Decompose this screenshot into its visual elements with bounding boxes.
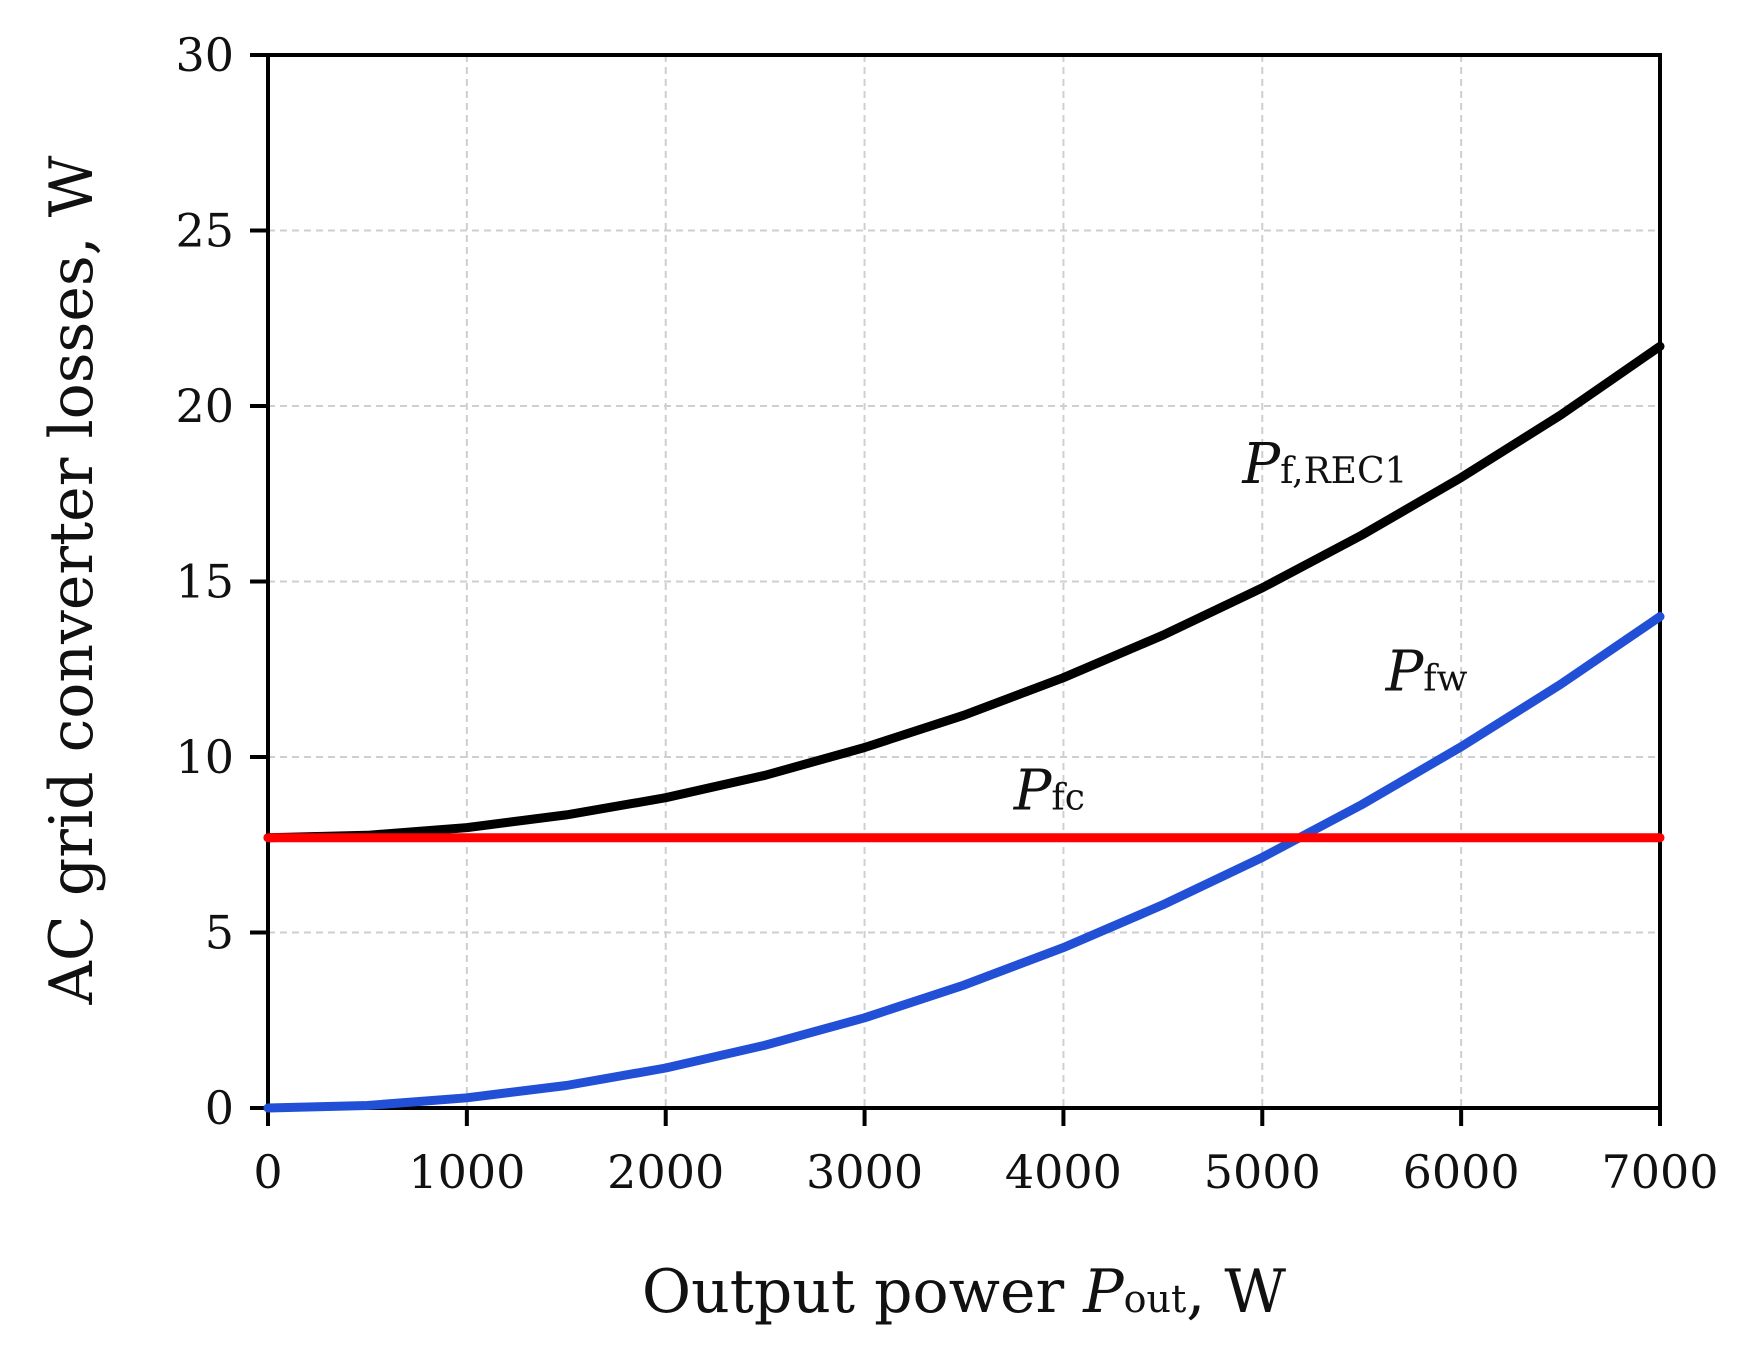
- y-tick-label: 30: [175, 28, 234, 82]
- y-tick-label: 5: [205, 906, 234, 960]
- x-tick-label: 2000: [607, 1145, 724, 1199]
- series-line-fw: [263, 612, 1665, 1113]
- x-tick-label: 4000: [1005, 1145, 1122, 1199]
- x-tick-label: 1000: [408, 1145, 525, 1199]
- x-axis-title: Output power Pout, W: [642, 1257, 1286, 1327]
- grid-lines: [268, 55, 1660, 1108]
- y-tick-label: 25: [175, 204, 234, 258]
- curve-label-fc: Pfc: [1013, 759, 1085, 824]
- y-tick-label: 20: [175, 379, 234, 433]
- axis-ticks: 0 1000 2000 3000 4000 5000 6000 7000 0 5 10 15 20 25 3…: [175, 28, 1718, 1199]
- x-tick-label: 7000: [1601, 1145, 1718, 1199]
- curve-labels: Pf,REC1 Pfw Pfc: [1013, 432, 1468, 823]
- y-tick-label: 10: [175, 730, 234, 784]
- x-tick-label: 0: [253, 1145, 282, 1199]
- curve-label-frec1: Pf,REC1: [1241, 432, 1407, 497]
- x-tick-label: 3000: [806, 1145, 923, 1199]
- curve-label-fw: Pfw: [1385, 639, 1468, 704]
- x-tick-label: 5000: [1204, 1145, 1321, 1199]
- series-lines: [263, 341, 1665, 1113]
- x-tick-label: 6000: [1403, 1145, 1520, 1199]
- y-tick-label: 15: [175, 555, 234, 609]
- series-line-frec1: [263, 341, 1665, 843]
- y-axis-title: AC grid converter losses, W: [37, 155, 107, 1005]
- y-tick-label: 0: [205, 1081, 234, 1135]
